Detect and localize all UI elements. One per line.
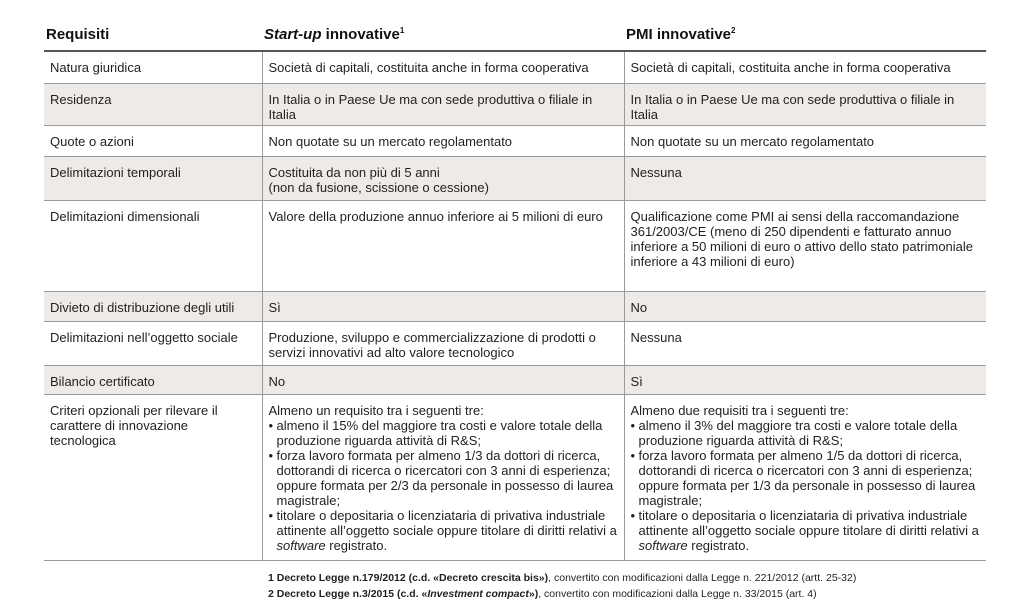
bullet-text: titolare o depositaria o licenziataria d… xyxy=(638,507,979,538)
bullet-text: registrato. xyxy=(687,537,750,553)
cell-pmi: Non quotate su un mercato regolamentato xyxy=(623,125,986,157)
cell-pmi: Qualificazione come PMI ai sensi della r… xyxy=(623,200,986,292)
cell-pmi: No xyxy=(623,291,986,322)
footnote-1: 1 Decreto Legge n.179/2012 (c.d. «Decret… xyxy=(268,572,988,585)
header-pmi: PMI innovative2 xyxy=(624,18,986,52)
row-bilancio-certificato: Bilancio certificato No Sì xyxy=(44,365,986,395)
header-requisiti: Requisiti xyxy=(44,18,262,52)
cell-startup: Costituita da non più di 5 anni (non da f… xyxy=(261,156,624,201)
criteri-startup-intro: Almeno un requisito tra i seguenti tre: xyxy=(268,402,484,418)
cell-startup: Produzione, sviluppo e commercializzazio… xyxy=(261,321,624,366)
cell-startup: Almeno un requisito tra i seguenti tre: … xyxy=(261,394,624,561)
row-residenza: Residenza In Italia o in Paese Ue ma con… xyxy=(44,83,986,126)
bullet-text-italic: software xyxy=(276,537,326,553)
footnote-2: 2 Decreto Legge n.3/2015 (c.d. «Investme… xyxy=(268,588,988,601)
bullet-text: registrato. xyxy=(325,537,388,553)
footnote-1-text: , convertito con modificazioni dalla Leg… xyxy=(548,572,857,584)
footnote-2-bold: 2 Decreto Legge n.3/2015 (c.d. «Investme… xyxy=(268,588,538,600)
bullet-text: titolare o depositaria o licenziataria d… xyxy=(276,507,617,538)
row-divieto-utili: Divieto di distribuzione degli utili Sì … xyxy=(44,291,986,322)
list-item: titolare o depositaria o licenziataria d… xyxy=(269,508,618,553)
startup-temporali-line-1: Costituita da non più di 5 anni xyxy=(268,164,440,180)
cell-label: Delimitazioni dimensionali xyxy=(44,200,262,292)
criteri-pmi-intro: Almeno due requisiti tra i seguenti tre: xyxy=(630,402,849,418)
cell-pmi: Nessuna xyxy=(623,156,986,201)
bullet-text-italic: software xyxy=(638,537,688,553)
list-item: almeno il 3% del maggiore tra costi e va… xyxy=(631,418,981,448)
footnote-2-text: , convertito con modificazioni dalla Leg… xyxy=(538,588,817,600)
footnote-ref-2: 2 xyxy=(731,25,736,35)
cell-label: Divieto di distribuzione degli utili xyxy=(44,291,262,322)
header-startup-rest: innovative xyxy=(321,25,400,43)
cell-pmi: In Italia o in Paese Ue ma con sede prod… xyxy=(623,83,986,126)
header-startup: Start-up innovative1 xyxy=(262,18,624,52)
cell-label: Delimitazioni temporali xyxy=(44,156,262,201)
row-criteri-opzionali: Criteri opzionali per rilevare il caratt… xyxy=(44,394,986,561)
header-requisiti-label: Requisiti xyxy=(46,25,110,43)
cell-pmi: Sì xyxy=(623,365,986,395)
footnote-ref-1: 1 xyxy=(399,25,405,35)
requirements-table: Requisiti Start-up innovative1 PMI innov… xyxy=(44,18,986,561)
cell-startup: Non quotate su un mercato regolamentato xyxy=(261,125,624,157)
footnote-2-bold-italic: Investment compact xyxy=(427,588,529,600)
cell-label: Bilancio certificato xyxy=(44,365,262,395)
cell-startup: Sì xyxy=(261,291,624,322)
list-item: forza lavoro formata per almeno 1/3 da d… xyxy=(269,448,618,508)
cell-startup: Società di capitali, costituita anche in… xyxy=(261,51,624,84)
cell-label: Delimitazioni nell’oggetto sociale xyxy=(44,321,262,366)
cell-startup: In Italia o in Paese Ue ma con sede prod… xyxy=(261,83,624,126)
header-pmi-label: PMI innovative xyxy=(626,25,732,43)
row-natura-giuridica: Natura giuridica Società di capitali, co… xyxy=(44,51,986,84)
cell-startup: No xyxy=(261,365,624,395)
list-item: almeno il 15% del maggiore tra costi e v… xyxy=(269,418,618,448)
footnote-2-bold-post: ») xyxy=(528,588,539,600)
header-row: Requisiti Start-up innovative1 PMI innov… xyxy=(44,18,986,52)
cell-pmi: Società di capitali, costituita anche in… xyxy=(623,51,986,84)
criteri-pmi-list: almeno il 3% del maggiore tra costi e va… xyxy=(631,418,981,553)
row-oggetto-sociale: Delimitazioni nell’oggetto sociale Produ… xyxy=(44,321,986,366)
row-quote-azioni: Quote o azioni Non quotate su un mercato… xyxy=(44,125,986,157)
startup-temporali-line-2: (non da fusione, scissione o cessione) xyxy=(268,179,489,195)
criteri-startup-list: almeno il 15% del maggiore tra costi e v… xyxy=(269,418,618,553)
row-delimitazioni-dimensionali: Delimitazioni dimensionali Valore della … xyxy=(44,200,986,292)
cell-label: Natura giuridica xyxy=(44,51,262,84)
footnote-1-bold: 1 Decreto Legge n.179/2012 (c.d. «Decret… xyxy=(268,572,549,584)
row-delimitazioni-temporali: Delimitazioni temporali Costituita da no… xyxy=(44,156,986,201)
header-startup-italic: Start-up xyxy=(264,25,322,43)
footnote-2-bold-pre: 2 Decreto Legge n.3/2015 (c.d. « xyxy=(268,588,428,600)
list-item: titolare o depositaria o licenziataria d… xyxy=(631,508,981,553)
cell-pmi: Almeno due requisiti tra i seguenti tre:… xyxy=(623,394,986,561)
cell-label: Residenza xyxy=(44,83,262,126)
cell-pmi: Nessuna xyxy=(623,321,986,366)
cell-label: Criteri opzionali per rilevare il caratt… xyxy=(44,394,262,561)
cell-label: Quote o azioni xyxy=(44,125,262,157)
list-item: forza lavoro formata per almeno 1/5 da d… xyxy=(631,448,981,508)
cell-startup: Valore della produzione annuo inferiore … xyxy=(261,200,624,292)
